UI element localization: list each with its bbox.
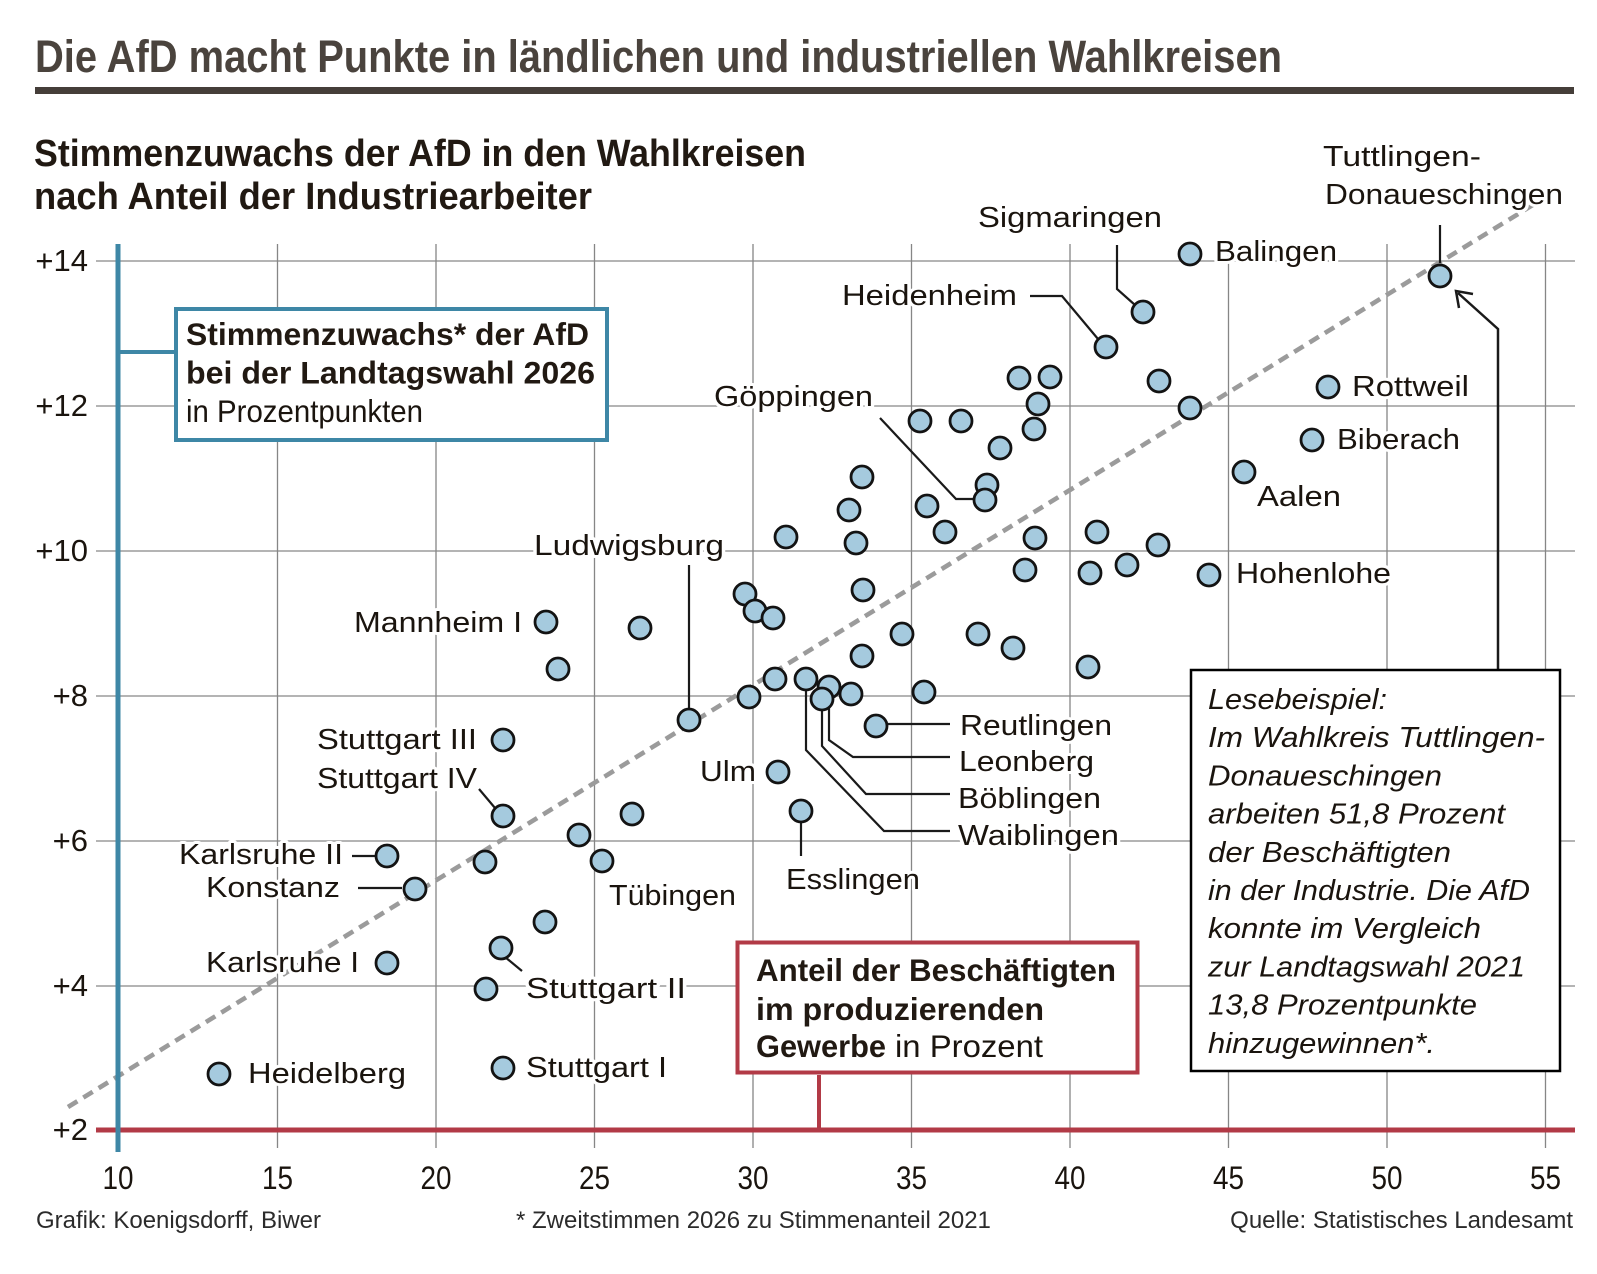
svg-text:30: 30 xyxy=(738,1160,769,1196)
svg-text:+14: +14 xyxy=(35,243,88,278)
svg-text:Göppingen: Göppingen xyxy=(714,381,873,413)
svg-text:50: 50 xyxy=(1372,1160,1403,1196)
svg-text:Esslingen: Esslingen xyxy=(786,864,920,896)
svg-text:Stimmenzuwachs* der AfD: Stimmenzuwachs* der AfD xyxy=(186,316,589,352)
svg-text:Tübingen: Tübingen xyxy=(609,880,736,912)
svg-text:Karlsruhe I: Karlsruhe I xyxy=(206,947,359,979)
svg-text:Leonberg: Leonberg xyxy=(959,746,1094,778)
svg-text:Reutlingen: Reutlingen xyxy=(960,710,1112,742)
svg-text:Tuttlingen-: Tuttlingen- xyxy=(1323,141,1481,173)
svg-text:Hohenlohe: Hohenlohe xyxy=(1236,558,1391,590)
svg-text:40: 40 xyxy=(1055,1160,1086,1196)
svg-text:in der Industrie. Die AfD: in der Industrie. Die AfD xyxy=(1208,875,1530,907)
svg-text:arbeiten 51,8 Prozent: arbeiten 51,8 Prozent xyxy=(1208,799,1506,831)
svg-text:* Zweitstimmen 2026 zu Stimmen: * Zweitstimmen 2026 zu Stimmenanteil 202… xyxy=(516,1207,991,1234)
svg-text:Rottweil: Rottweil xyxy=(1352,371,1469,403)
svg-text:Stuttgart I: Stuttgart I xyxy=(526,1052,667,1084)
svg-text:Anteil der Beschäftigten: Anteil der Beschäftigten xyxy=(756,952,1116,988)
svg-text:Waiblingen: Waiblingen xyxy=(958,820,1119,852)
svg-text:in Prozent: in Prozent xyxy=(895,1028,1043,1064)
svg-text:konnte im Vergleich: konnte im Vergleich xyxy=(1208,913,1481,945)
svg-text:Stuttgart II: Stuttgart II xyxy=(526,973,686,1005)
svg-text:15: 15 xyxy=(262,1160,293,1196)
svg-text:Ulm: Ulm xyxy=(700,756,756,788)
svg-text:Karlsruhe II: Karlsruhe II xyxy=(179,839,343,871)
svg-text:Stimmenzuwachs der AfD in den: Stimmenzuwachs der AfD in den Wahlkreise… xyxy=(34,133,806,175)
svg-text:in Prozentpunkten: in Prozentpunkten xyxy=(186,393,423,429)
svg-text:Stuttgart III: Stuttgart III xyxy=(317,724,477,756)
svg-text:Grafik: Koenigsdorff, Biwer: Grafik: Koenigsdorff, Biwer xyxy=(36,1207,321,1234)
svg-text:Balingen: Balingen xyxy=(1215,236,1337,268)
svg-text:bei der Landtagswahl 2026: bei der Landtagswahl 2026 xyxy=(186,355,595,391)
svg-text:45: 45 xyxy=(1213,1160,1244,1196)
svg-text:Donaueschingen: Donaueschingen xyxy=(1208,760,1442,792)
svg-text:hinzugewinnen*.: hinzugewinnen*. xyxy=(1208,1028,1435,1060)
svg-text:+6: +6 xyxy=(53,823,88,858)
svg-text:Sigmaringen: Sigmaringen xyxy=(978,202,1162,234)
svg-text:Im Wahlkreis Tuttlingen-: Im Wahlkreis Tuttlingen- xyxy=(1208,722,1545,754)
svg-text:der Beschäftigten: der Beschäftigten xyxy=(1208,837,1451,869)
svg-text:Heidenheim: Heidenheim xyxy=(842,280,1017,312)
svg-text:Aalen: Aalen xyxy=(1257,481,1341,513)
svg-text:Donaueschingen: Donaueschingen xyxy=(1325,179,1563,211)
svg-text:Mannheim I: Mannheim I xyxy=(354,607,522,639)
svg-text:Lesebeispiel:: Lesebeispiel: xyxy=(1208,684,1387,716)
svg-text:Konstanz: Konstanz xyxy=(206,872,340,904)
svg-text:+12: +12 xyxy=(35,388,88,423)
svg-text:+4: +4 xyxy=(53,968,88,1003)
svg-text:55: 55 xyxy=(1530,1160,1561,1196)
svg-text:35: 35 xyxy=(896,1160,927,1196)
svg-text:Gewerbe: Gewerbe xyxy=(756,1028,886,1064)
svg-text:zur Landtagswahl 2021: zur Landtagswahl 2021 xyxy=(1207,951,1525,983)
svg-text:Heidelberg: Heidelberg xyxy=(248,1058,406,1090)
svg-text:im produzierenden: im produzierenden xyxy=(756,991,1044,1027)
svg-text:Stuttgart IV: Stuttgart IV xyxy=(317,763,478,795)
svg-text:10: 10 xyxy=(103,1160,134,1196)
svg-text:+8: +8 xyxy=(53,678,88,713)
svg-text:nach Anteil der Industriearbei: nach Anteil der Industriearbeiter xyxy=(34,176,592,218)
svg-text:Die AfD macht Punkte in ländli: Die AfD macht Punkte in ländlichen und i… xyxy=(35,31,1282,82)
svg-text:Biberach: Biberach xyxy=(1337,424,1460,456)
svg-text:20: 20 xyxy=(421,1160,452,1196)
svg-text:Ludwigsburg: Ludwigsburg xyxy=(534,530,724,562)
svg-text:13,8 Prozentpunkte: 13,8 Prozentpunkte xyxy=(1208,990,1477,1022)
svg-text:+2: +2 xyxy=(53,1112,88,1147)
svg-text:Böblingen: Böblingen xyxy=(958,783,1101,815)
svg-text:+10: +10 xyxy=(35,533,88,568)
svg-text:Quelle: Statistisches Landesam: Quelle: Statistisches Landesamt xyxy=(1230,1207,1573,1234)
svg-text:25: 25 xyxy=(579,1160,610,1196)
